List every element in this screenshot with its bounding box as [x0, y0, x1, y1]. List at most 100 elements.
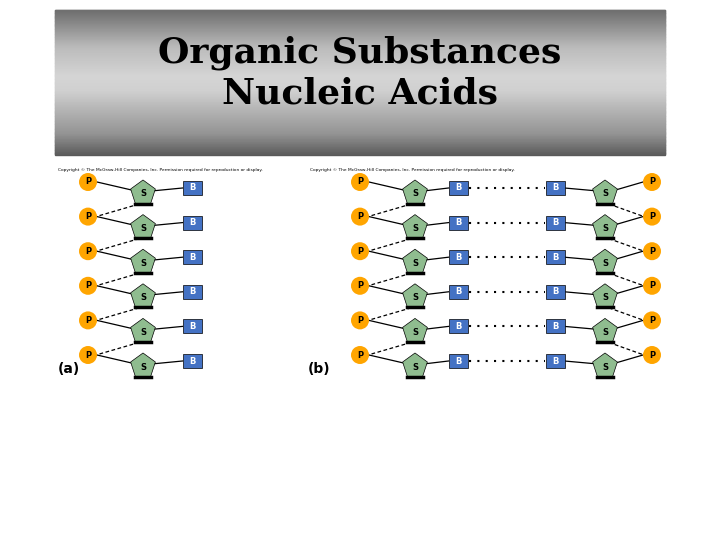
Bar: [55, 79, 665, 80]
Bar: [55, 127, 665, 128]
Bar: [55, 80, 665, 82]
Text: B: B: [189, 184, 195, 192]
Bar: [55, 63, 665, 64]
Bar: [546, 181, 564, 195]
Bar: [55, 137, 665, 138]
Bar: [55, 106, 665, 107]
Bar: [55, 93, 665, 94]
Bar: [55, 24, 665, 25]
Bar: [55, 78, 665, 79]
Bar: [55, 63, 665, 64]
Bar: [55, 154, 665, 155]
Circle shape: [643, 277, 661, 295]
Bar: [55, 57, 665, 58]
Polygon shape: [402, 353, 428, 376]
Bar: [55, 136, 665, 137]
Circle shape: [351, 242, 369, 260]
Polygon shape: [130, 353, 156, 376]
Bar: [55, 40, 665, 41]
Bar: [55, 139, 665, 140]
Bar: [55, 147, 665, 149]
Bar: [55, 61, 665, 62]
Bar: [55, 130, 665, 131]
Polygon shape: [593, 284, 617, 307]
Bar: [55, 12, 665, 13]
Bar: [449, 215, 467, 230]
Circle shape: [79, 312, 97, 329]
Bar: [55, 121, 665, 123]
Bar: [55, 84, 665, 85]
Bar: [55, 110, 665, 111]
Text: S: S: [602, 362, 608, 372]
Text: P: P: [85, 212, 91, 221]
Bar: [55, 111, 665, 112]
Text: B: B: [552, 356, 558, 366]
Circle shape: [79, 242, 97, 260]
Bar: [55, 102, 665, 104]
Bar: [55, 12, 665, 14]
Bar: [55, 29, 665, 30]
Bar: [55, 123, 665, 124]
Bar: [55, 42, 665, 43]
Text: P: P: [357, 350, 363, 360]
Bar: [55, 93, 665, 95]
Bar: [449, 181, 467, 195]
Bar: [55, 96, 665, 97]
Bar: [55, 38, 665, 39]
Text: P: P: [649, 212, 655, 221]
Bar: [55, 99, 665, 100]
Circle shape: [351, 207, 369, 226]
Text: B: B: [552, 287, 558, 296]
Circle shape: [351, 346, 369, 364]
Bar: [55, 106, 665, 108]
Circle shape: [351, 277, 369, 295]
Bar: [55, 55, 665, 56]
Bar: [55, 11, 665, 12]
Bar: [55, 56, 665, 57]
Text: S: S: [412, 328, 418, 337]
Text: (a): (a): [58, 362, 80, 376]
Text: S: S: [602, 224, 608, 233]
Bar: [55, 51, 665, 52]
Bar: [55, 44, 665, 45]
Polygon shape: [593, 180, 617, 204]
Bar: [55, 148, 665, 149]
Bar: [55, 80, 665, 81]
Bar: [55, 59, 665, 60]
Bar: [55, 22, 665, 23]
Bar: [55, 131, 665, 132]
Bar: [55, 65, 665, 66]
Bar: [55, 87, 665, 89]
Polygon shape: [402, 180, 428, 204]
Bar: [55, 89, 665, 90]
Bar: [55, 73, 665, 75]
Bar: [55, 17, 665, 18]
Bar: [55, 153, 665, 154]
Polygon shape: [402, 214, 428, 238]
Bar: [55, 72, 665, 74]
Bar: [55, 137, 665, 138]
Polygon shape: [402, 284, 428, 307]
Bar: [55, 123, 665, 125]
Bar: [55, 53, 665, 54]
Bar: [55, 124, 665, 125]
Bar: [55, 125, 665, 126]
Polygon shape: [130, 249, 156, 273]
Bar: [55, 118, 665, 119]
Bar: [55, 120, 665, 121]
Bar: [55, 40, 665, 42]
Bar: [55, 66, 665, 68]
Bar: [55, 82, 665, 83]
Polygon shape: [593, 214, 617, 238]
Text: P: P: [357, 281, 363, 291]
Bar: [55, 133, 665, 134]
Text: P: P: [357, 212, 363, 221]
Bar: [55, 131, 665, 132]
Bar: [55, 104, 665, 105]
Bar: [55, 15, 665, 17]
Bar: [449, 250, 467, 264]
Bar: [55, 148, 665, 150]
Bar: [55, 13, 665, 15]
Text: S: S: [140, 259, 146, 268]
Bar: [55, 97, 665, 98]
